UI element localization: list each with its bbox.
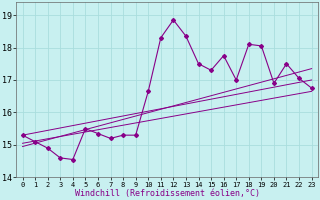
X-axis label: Windchill (Refroidissement éolien,°C): Windchill (Refroidissement éolien,°C) <box>75 189 260 198</box>
